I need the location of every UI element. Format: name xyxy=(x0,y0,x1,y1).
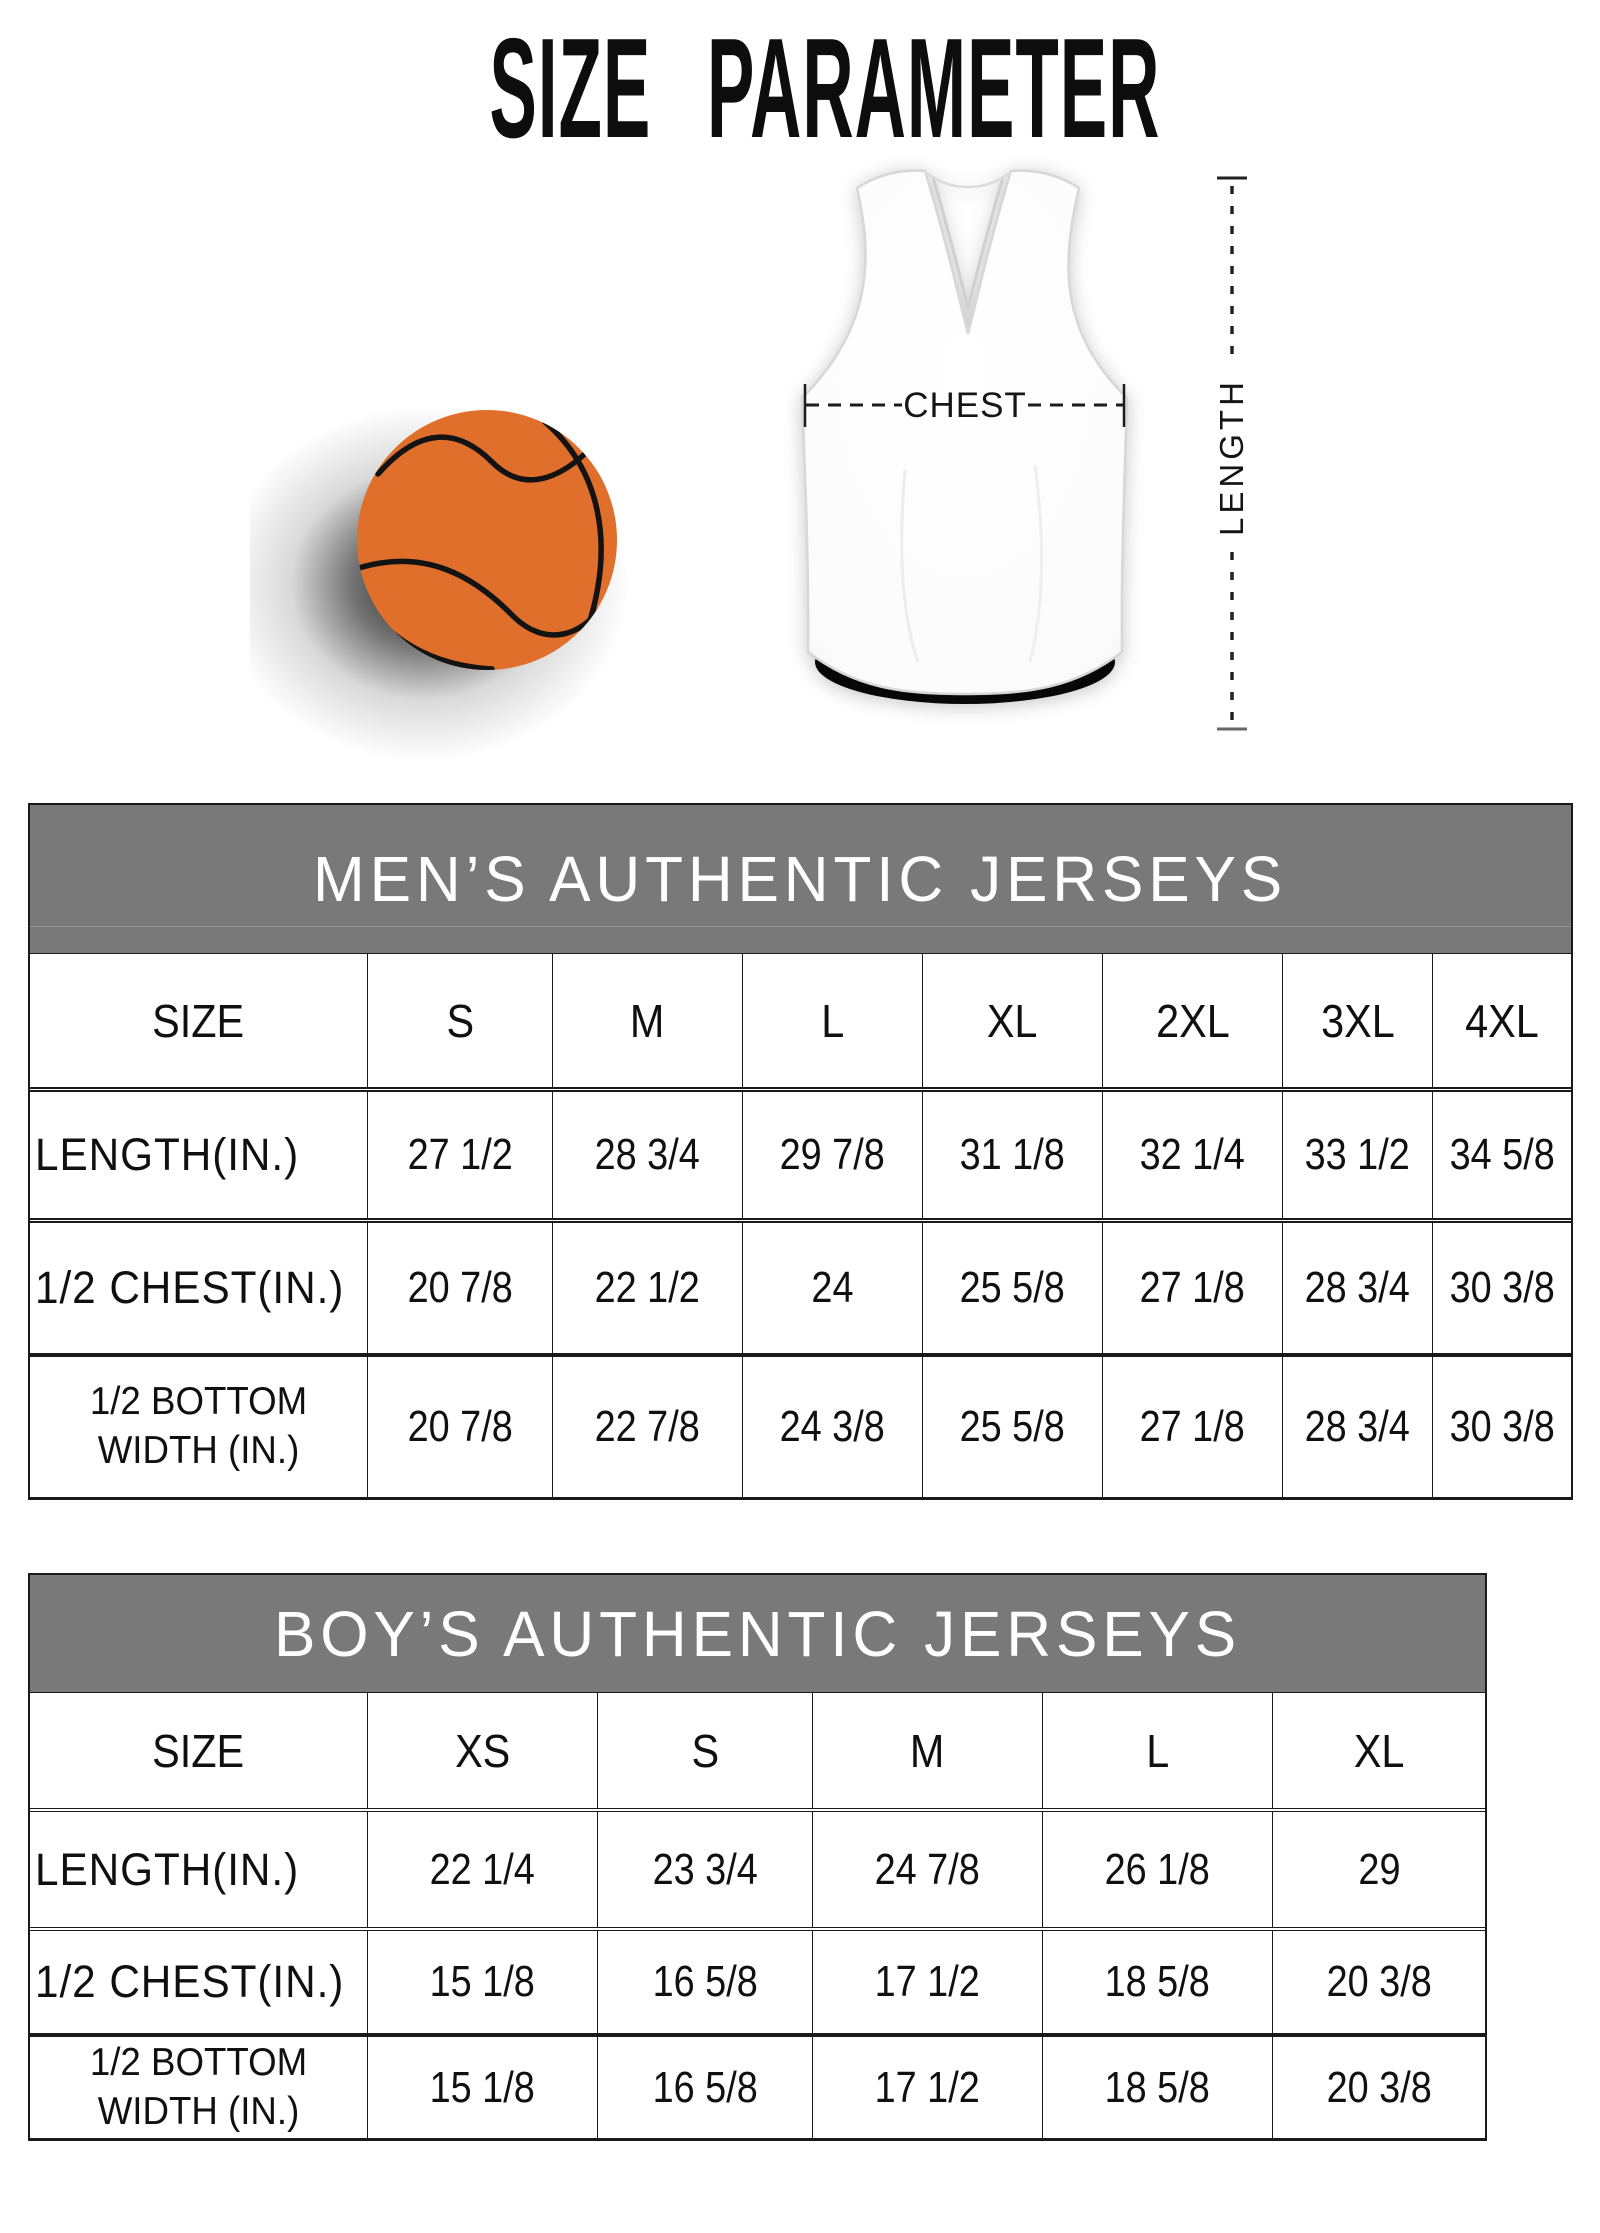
boys-size-row: SIZE XS S M L XL xyxy=(30,1692,1485,1808)
mens-table-header-text: MEN’S AUTHENTIC JERSEYS xyxy=(313,843,1288,915)
boys-chest-label: 1/2 CHEST(IN.) xyxy=(35,1956,345,2007)
boys-size-row-label: SIZE xyxy=(152,1724,245,1777)
boys-size-s: S xyxy=(597,1693,812,1808)
table-cell: 30 3/8 xyxy=(1432,1357,1571,1497)
table-cell: 25 5/8 xyxy=(922,1357,1102,1497)
table-cell: 15 1/8 xyxy=(367,1931,597,2033)
mens-size-row: SIZE S M L XL 2XL 3XL 4XL xyxy=(30,953,1571,1087)
table-cell: 26 1/8 xyxy=(1042,1812,1272,1927)
mens-size-2xl: 2XL xyxy=(1102,954,1282,1087)
boys-table-header-text: BOY’S AUTHENTIC JERSEYS xyxy=(273,1597,1242,1670)
length-measure-line: LENGTH xyxy=(1213,176,1250,731)
mens-chest-label: 1/2 CHEST(IN.) xyxy=(35,1262,345,1313)
jersey-fold-left xyxy=(900,469,920,663)
mens-size-4xl: 4XL xyxy=(1432,954,1571,1087)
table-cell: 31 1/8 xyxy=(922,1092,1102,1218)
table-cell: 18 5/8 xyxy=(1042,1931,1272,2033)
table-cell: 22 7/8 xyxy=(552,1357,742,1497)
length-label: LENGTH xyxy=(1213,378,1250,536)
table-cell: 27 1/2 xyxy=(367,1092,552,1218)
jersey-back-neck xyxy=(924,171,1012,189)
mens-size-table: MEN’S AUTHENTIC JERSEYS SIZE S M L XL 2X… xyxy=(28,803,1573,1500)
table-cell: 24 xyxy=(742,1223,922,1353)
table-cell: 29 7/8 xyxy=(742,1092,922,1218)
table-cell: 24 7/8 xyxy=(812,1812,1042,1927)
jersey-fold-right xyxy=(1028,464,1043,663)
mens-length-row: LENGTH(IN.) 27 1/2 28 3/4 29 7/8 31 1/8 … xyxy=(30,1087,1571,1218)
table-cell: 27 1/8 xyxy=(1102,1357,1282,1497)
mens-size-xl: XL xyxy=(922,954,1102,1087)
mens-bottom-width-label: 1/2 BOTTOM WIDTH (IN.) xyxy=(89,1380,308,1472)
boys-length-row: LENGTH(IN.) 22 1/4 23 3/4 24 7/8 26 1/8 … xyxy=(30,1808,1485,1927)
table-cell: 25 5/8 xyxy=(922,1223,1102,1353)
mens-size-3xl: 3XL xyxy=(1282,954,1432,1087)
boys-length-label: LENGTH(IN.) xyxy=(35,1843,300,1895)
boys-bottom-width-row: 1/2 BOTTOM WIDTH (IN.) 15 1/8 16 5/8 17 … xyxy=(30,2033,1485,2138)
mens-chest-row: 1/2 CHEST(IN.) 20 7/8 22 1/2 24 25 5/8 2… xyxy=(30,1218,1571,1353)
boys-table-header: BOY’S AUTHENTIC JERSEYS xyxy=(30,1575,1485,1692)
mens-size-l: L xyxy=(742,954,922,1087)
table-cell: 20 3/8 xyxy=(1272,1931,1485,2033)
table-cell: 28 3/4 xyxy=(1282,1357,1432,1497)
table-cell: 32 1/4 xyxy=(1102,1092,1282,1218)
table-cell: 28 3/4 xyxy=(552,1092,742,1218)
boys-size-table: BOY’S AUTHENTIC JERSEYS SIZE XS S M L XL… xyxy=(28,1573,1487,2141)
boys-size-xl: XL xyxy=(1272,1693,1485,1808)
mens-table-header: MEN’S AUTHENTIC JERSEYS xyxy=(30,805,1571,953)
mens-length-label: LENGTH(IN.) xyxy=(35,1129,300,1180)
chest-measure-line: CHEST xyxy=(803,384,1126,427)
jersey-graphic xyxy=(800,169,1129,704)
table-cell: 18 5/8 xyxy=(1042,2037,1272,2138)
table-cell: 33 1/2 xyxy=(1282,1092,1432,1218)
table-cell: 28 3/4 xyxy=(1282,1223,1432,1353)
table-cell: 22 1/2 xyxy=(552,1223,742,1353)
mens-size-s: S xyxy=(367,954,552,1087)
table-cell: 20 7/8 xyxy=(367,1223,552,1353)
table-cell: 22 1/4 xyxy=(367,1812,597,1927)
chest-label: CHEST xyxy=(903,386,1027,425)
page-title: SIZE PARAMETER xyxy=(0,18,1600,160)
table-cell: 15 1/8 xyxy=(367,2037,597,2138)
jersey-collar xyxy=(931,176,1005,309)
measurement-diagram: CHEST LENGTH xyxy=(250,169,1250,762)
table-cell: 27 1/8 xyxy=(1102,1223,1282,1353)
table-cell: 30 3/8 xyxy=(1432,1223,1571,1353)
jersey-body xyxy=(800,169,1129,696)
boys-size-xs: XS xyxy=(367,1693,597,1808)
table-cell: 16 5/8 xyxy=(597,2037,812,2138)
table-cell: 16 5/8 xyxy=(597,1931,812,2033)
table-cell: 20 7/8 xyxy=(367,1357,552,1497)
table-cell: 34 5/8 xyxy=(1432,1092,1571,1218)
table-cell: 24 3/8 xyxy=(742,1357,922,1497)
table-cell: 23 3/4 xyxy=(597,1812,812,1927)
page-title-text: SIZE PARAMETER xyxy=(489,9,1161,168)
table-cell: 20 3/8 xyxy=(1272,2037,1485,2138)
table-cell: 29 xyxy=(1272,1812,1485,1927)
mens-bottom-width-row: 1/2 BOTTOM WIDTH (IN.) 20 7/8 22 7/8 24 … xyxy=(30,1353,1571,1497)
boys-bottom-width-label: 1/2 BOTTOM WIDTH (IN.) xyxy=(89,2040,308,2133)
boys-chest-row: 1/2 CHEST(IN.) 15 1/8 16 5/8 17 1/2 18 5… xyxy=(30,1927,1485,2033)
mens-size-m: M xyxy=(552,954,742,1087)
mens-size-row-label: SIZE xyxy=(152,994,245,1047)
table-cell: 17 1/2 xyxy=(812,1931,1042,2033)
boys-size-l: L xyxy=(1042,1693,1272,1808)
table-cell: 17 1/2 xyxy=(812,2037,1042,2138)
boys-size-m: M xyxy=(812,1693,1042,1808)
